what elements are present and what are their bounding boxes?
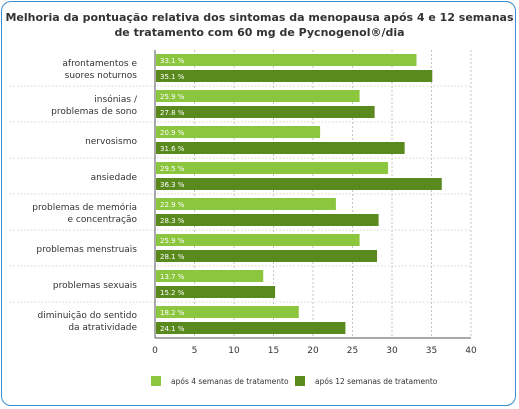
bar-value-label: 24.1 % <box>160 325 185 333</box>
chart-title: Melhoria da pontuação relativa dos sinto… <box>0 10 519 40</box>
bar-series-2-2 <box>156 142 405 154</box>
bar-series-2-0 <box>156 70 433 82</box>
bar-series-1-1 <box>156 90 360 102</box>
bar-value-label: 22.9 % <box>160 201 185 209</box>
bar-value-label: 25.9 % <box>160 93 185 101</box>
category-label: nervosismo <box>85 137 137 147</box>
category-label: ansiedade <box>91 173 138 183</box>
x-tick-label: 15 <box>268 346 279 356</box>
bar-value-label: 28.3 % <box>160 217 185 225</box>
category-label: problemas de memória <box>32 202 137 213</box>
bar-value-label: 33.1 % <box>160 57 185 65</box>
x-tick-label: 0 <box>152 346 158 356</box>
legend-swatch-1 <box>151 376 161 386</box>
x-tick-label: 10 <box>228 346 240 356</box>
bar-value-label: 25.9 % <box>160 237 185 245</box>
bar-series-2-3 <box>156 178 442 190</box>
x-tick-label: 5 <box>192 346 198 356</box>
bar-value-label: 36.3 % <box>160 181 185 189</box>
category-label: da atratividade <box>68 323 137 333</box>
category-label: problemas de sono <box>51 107 137 117</box>
bar-series-2-6 <box>156 286 276 298</box>
category-label: afrontamentos e <box>62 59 137 69</box>
bar-series-1-0 <box>156 54 417 66</box>
bar-series-1-4 <box>156 198 336 210</box>
bar-series-2-4 <box>156 214 379 226</box>
legend-label-2: após 12 semanas de tratamento <box>315 377 438 386</box>
x-tick-label: 20 <box>307 346 319 356</box>
bar-value-label: 31.6 % <box>160 145 185 153</box>
chart-title-line-2: de tratamento com 60 mg de Pycnogenol®/d… <box>114 26 405 39</box>
bar-series-2-5 <box>156 250 377 262</box>
bar-value-label: 35.1 % <box>160 73 185 81</box>
category-label: problemas menstruais <box>36 245 137 255</box>
bar-value-label: 18.2 % <box>160 309 185 317</box>
bar-series-2-1 <box>156 106 375 118</box>
category-label: e concentração <box>68 215 138 225</box>
x-tick-label: 40 <box>465 346 477 356</box>
chart-title-line-1: Melhoria da pontuação relativa dos sinto… <box>5 11 514 24</box>
category-label: suores noturnos <box>65 71 138 81</box>
bar-series-2-7 <box>156 322 346 334</box>
bar-series-1-6 <box>156 270 264 282</box>
bar-value-label: 15.2 % <box>160 289 185 297</box>
bar-series-1-5 <box>156 234 360 246</box>
x-tick-label: 25 <box>347 346 358 356</box>
bar-series-1-3 <box>156 162 389 174</box>
category-label: diminuição do sentido <box>38 311 138 321</box>
category-label: insónias / <box>94 94 138 105</box>
bar-value-label: 28.1 % <box>160 253 185 261</box>
x-tick-label: 30 <box>386 346 398 356</box>
bar-series-1-2 <box>156 126 321 138</box>
category-label: problemas sexuais <box>53 281 137 291</box>
bar-value-label: 29.5 % <box>160 165 185 173</box>
bar-series-1-7 <box>156 306 299 318</box>
bar-value-label: 20.9 % <box>160 129 185 137</box>
x-tick-label: 35 <box>426 346 437 356</box>
bar-value-label: 27.8 % <box>160 109 185 117</box>
legend-swatch-2 <box>295 376 305 386</box>
legend-label-1: após 4 semanas de tratamento <box>171 377 289 386</box>
bar-value-label: 13.7 % <box>160 273 185 281</box>
